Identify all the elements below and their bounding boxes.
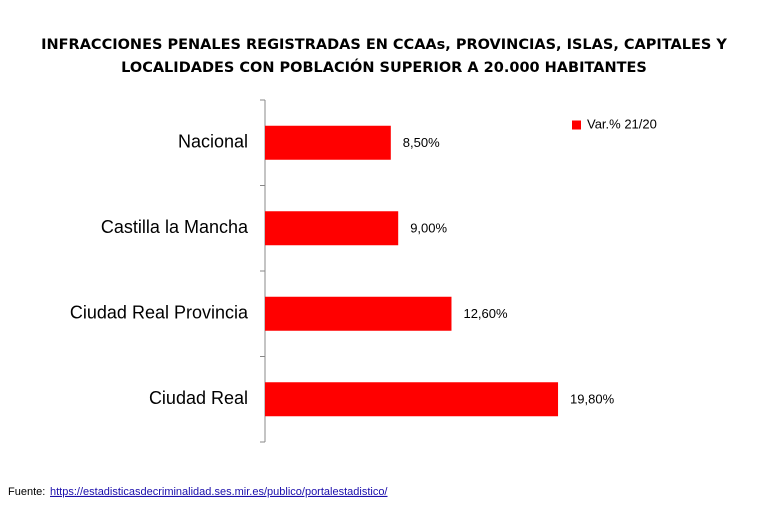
bar [265, 296, 452, 331]
chart-title: INFRACCIONES PENALES REGISTRADAS EN CCAA… [41, 37, 727, 53]
axis-ticks [260, 99, 265, 443]
y-tick-label: Nacional [178, 132, 248, 152]
bar [265, 382, 559, 417]
bar [265, 211, 399, 246]
data-label: 8,50% [403, 135, 440, 150]
y-tick-label: Castilla la Mancha [101, 217, 249, 237]
data-label: 9,00% [410, 221, 447, 236]
source-link[interactable]: https://estadisticasdecriminalidad.ses.m… [50, 486, 388, 498]
y-tick-label: Ciudad Real [149, 388, 248, 408]
bar [265, 125, 391, 160]
chart-title: LOCALIDADES CON POBLACIÓN SUPERIOR A 20.… [121, 58, 647, 76]
legend-swatch [572, 120, 581, 130]
source-label: Fuente: [8, 486, 45, 498]
data-label: 19,80% [570, 392, 615, 407]
y-tick-label: Ciudad Real Provincia [70, 303, 249, 323]
legend-label: Var.% 21/20 [587, 116, 657, 131]
data-label: 12,60% [463, 306, 508, 321]
